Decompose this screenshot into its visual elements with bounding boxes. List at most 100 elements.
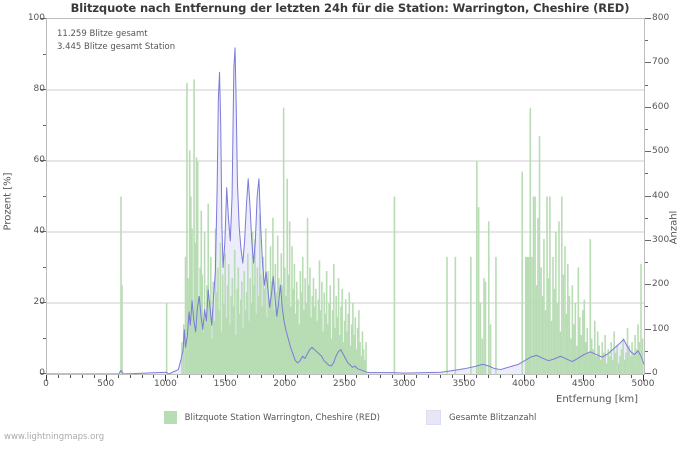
bar [346, 331, 348, 374]
y-tick-label-left: 80 [33, 84, 45, 94]
y-axis-label-right: Anzahl [668, 210, 680, 245]
bar [592, 349, 595, 374]
bar [225, 317, 228, 374]
bar [212, 281, 214, 374]
bar [550, 320, 553, 374]
bar [121, 285, 123, 374]
bar [534, 196, 536, 374]
bar [555, 232, 557, 374]
bar [334, 327, 336, 374]
bar [284, 267, 286, 374]
x-tick-minor [320, 375, 322, 378]
bar [276, 235, 279, 374]
x-tick-major [105, 375, 107, 381]
bar [596, 331, 599, 374]
y-tick-label-right: 200 [652, 279, 670, 290]
bar [541, 295, 544, 374]
bar [213, 320, 216, 374]
bar [268, 299, 271, 374]
bar [257, 295, 260, 374]
legend-label: Blitzquote Station Warrington, Cheshire … [184, 412, 380, 423]
x-tick-major [225, 375, 227, 381]
bar [165, 303, 168, 374]
y-tick-left-minor [43, 53, 46, 55]
bar [279, 303, 281, 374]
bar [313, 306, 316, 374]
chart-svg [47, 47, 644, 374]
bar [217, 267, 219, 374]
bar [262, 256, 265, 374]
bar [524, 256, 527, 374]
bar [226, 285, 229, 374]
bar [199, 267, 201, 374]
bar [224, 253, 226, 374]
bar [202, 331, 205, 374]
x-tick-minor [368, 375, 370, 378]
bar [317, 299, 320, 374]
y-tick-label-right: 400 [652, 190, 670, 201]
y-tick-label-left: 20 [33, 297, 45, 307]
y-tick-left-major [40, 89, 46, 90]
bar [294, 313, 297, 374]
bar [227, 263, 230, 374]
chart-legend: Blitzquote Station Warrington, Cheshire … [0, 410, 700, 425]
x-tick-minor [237, 375, 239, 378]
x-tick-minor [607, 375, 609, 378]
y-tick-label-left: 0 [39, 368, 45, 378]
bar [489, 324, 492, 374]
bar [552, 256, 554, 374]
y-tick-right-minor [645, 128, 648, 130]
y-tick-left-major [40, 18, 46, 19]
bar [348, 292, 351, 374]
x-tick-label: 2000 [273, 379, 297, 389]
bar [288, 221, 291, 374]
bar [337, 278, 340, 374]
bar [360, 356, 363, 374]
legend-item[interactable]: Gesamte Blitzanzahl [425, 410, 536, 425]
legend-item[interactable]: Blitzquote Station Warrington, Cheshire … [163, 411, 380, 424]
bar [194, 242, 197, 374]
bar [526, 256, 529, 374]
bar [247, 253, 249, 374]
bar [561, 196, 563, 374]
bar [578, 317, 581, 374]
bar [564, 246, 566, 374]
total-count-line [47, 47, 644, 374]
bar [193, 79, 195, 374]
bar [120, 196, 122, 374]
y-tick-label-right: 100 [652, 323, 670, 334]
bar [219, 242, 222, 374]
bar [331, 310, 334, 374]
bar [356, 327, 359, 374]
y-tick-left-minor [43, 124, 46, 126]
bar [558, 221, 560, 374]
bar [481, 338, 484, 374]
y-tick-label-right: 700 [652, 57, 670, 68]
bar [287, 274, 290, 374]
bar [577, 267, 580, 374]
y-tick-right-minor [645, 217, 648, 219]
bar [537, 217, 539, 374]
bar [393, 196, 396, 374]
bar [200, 210, 203, 374]
x-tick-major [463, 375, 465, 381]
x-tick-minor [153, 375, 155, 378]
bar [625, 352, 627, 374]
bar [588, 352, 590, 374]
bar [316, 320, 318, 374]
bar [540, 267, 542, 374]
bar [632, 352, 635, 374]
x-tick-minor [213, 375, 215, 378]
bar [235, 334, 237, 374]
bar [286, 178, 289, 374]
bar [576, 345, 578, 374]
bar [274, 263, 277, 374]
y-tick-left-minor [43, 337, 46, 339]
x-tick-label: 4500 [571, 379, 595, 389]
bar [291, 246, 293, 374]
totals-line-1: 11.259 Blitze gesamt [57, 29, 148, 39]
page-title: Blitzquote nach Entfernung der letzten 2… [70, 1, 630, 15]
bar [184, 256, 187, 374]
bar [620, 349, 623, 374]
bar [223, 303, 225, 374]
